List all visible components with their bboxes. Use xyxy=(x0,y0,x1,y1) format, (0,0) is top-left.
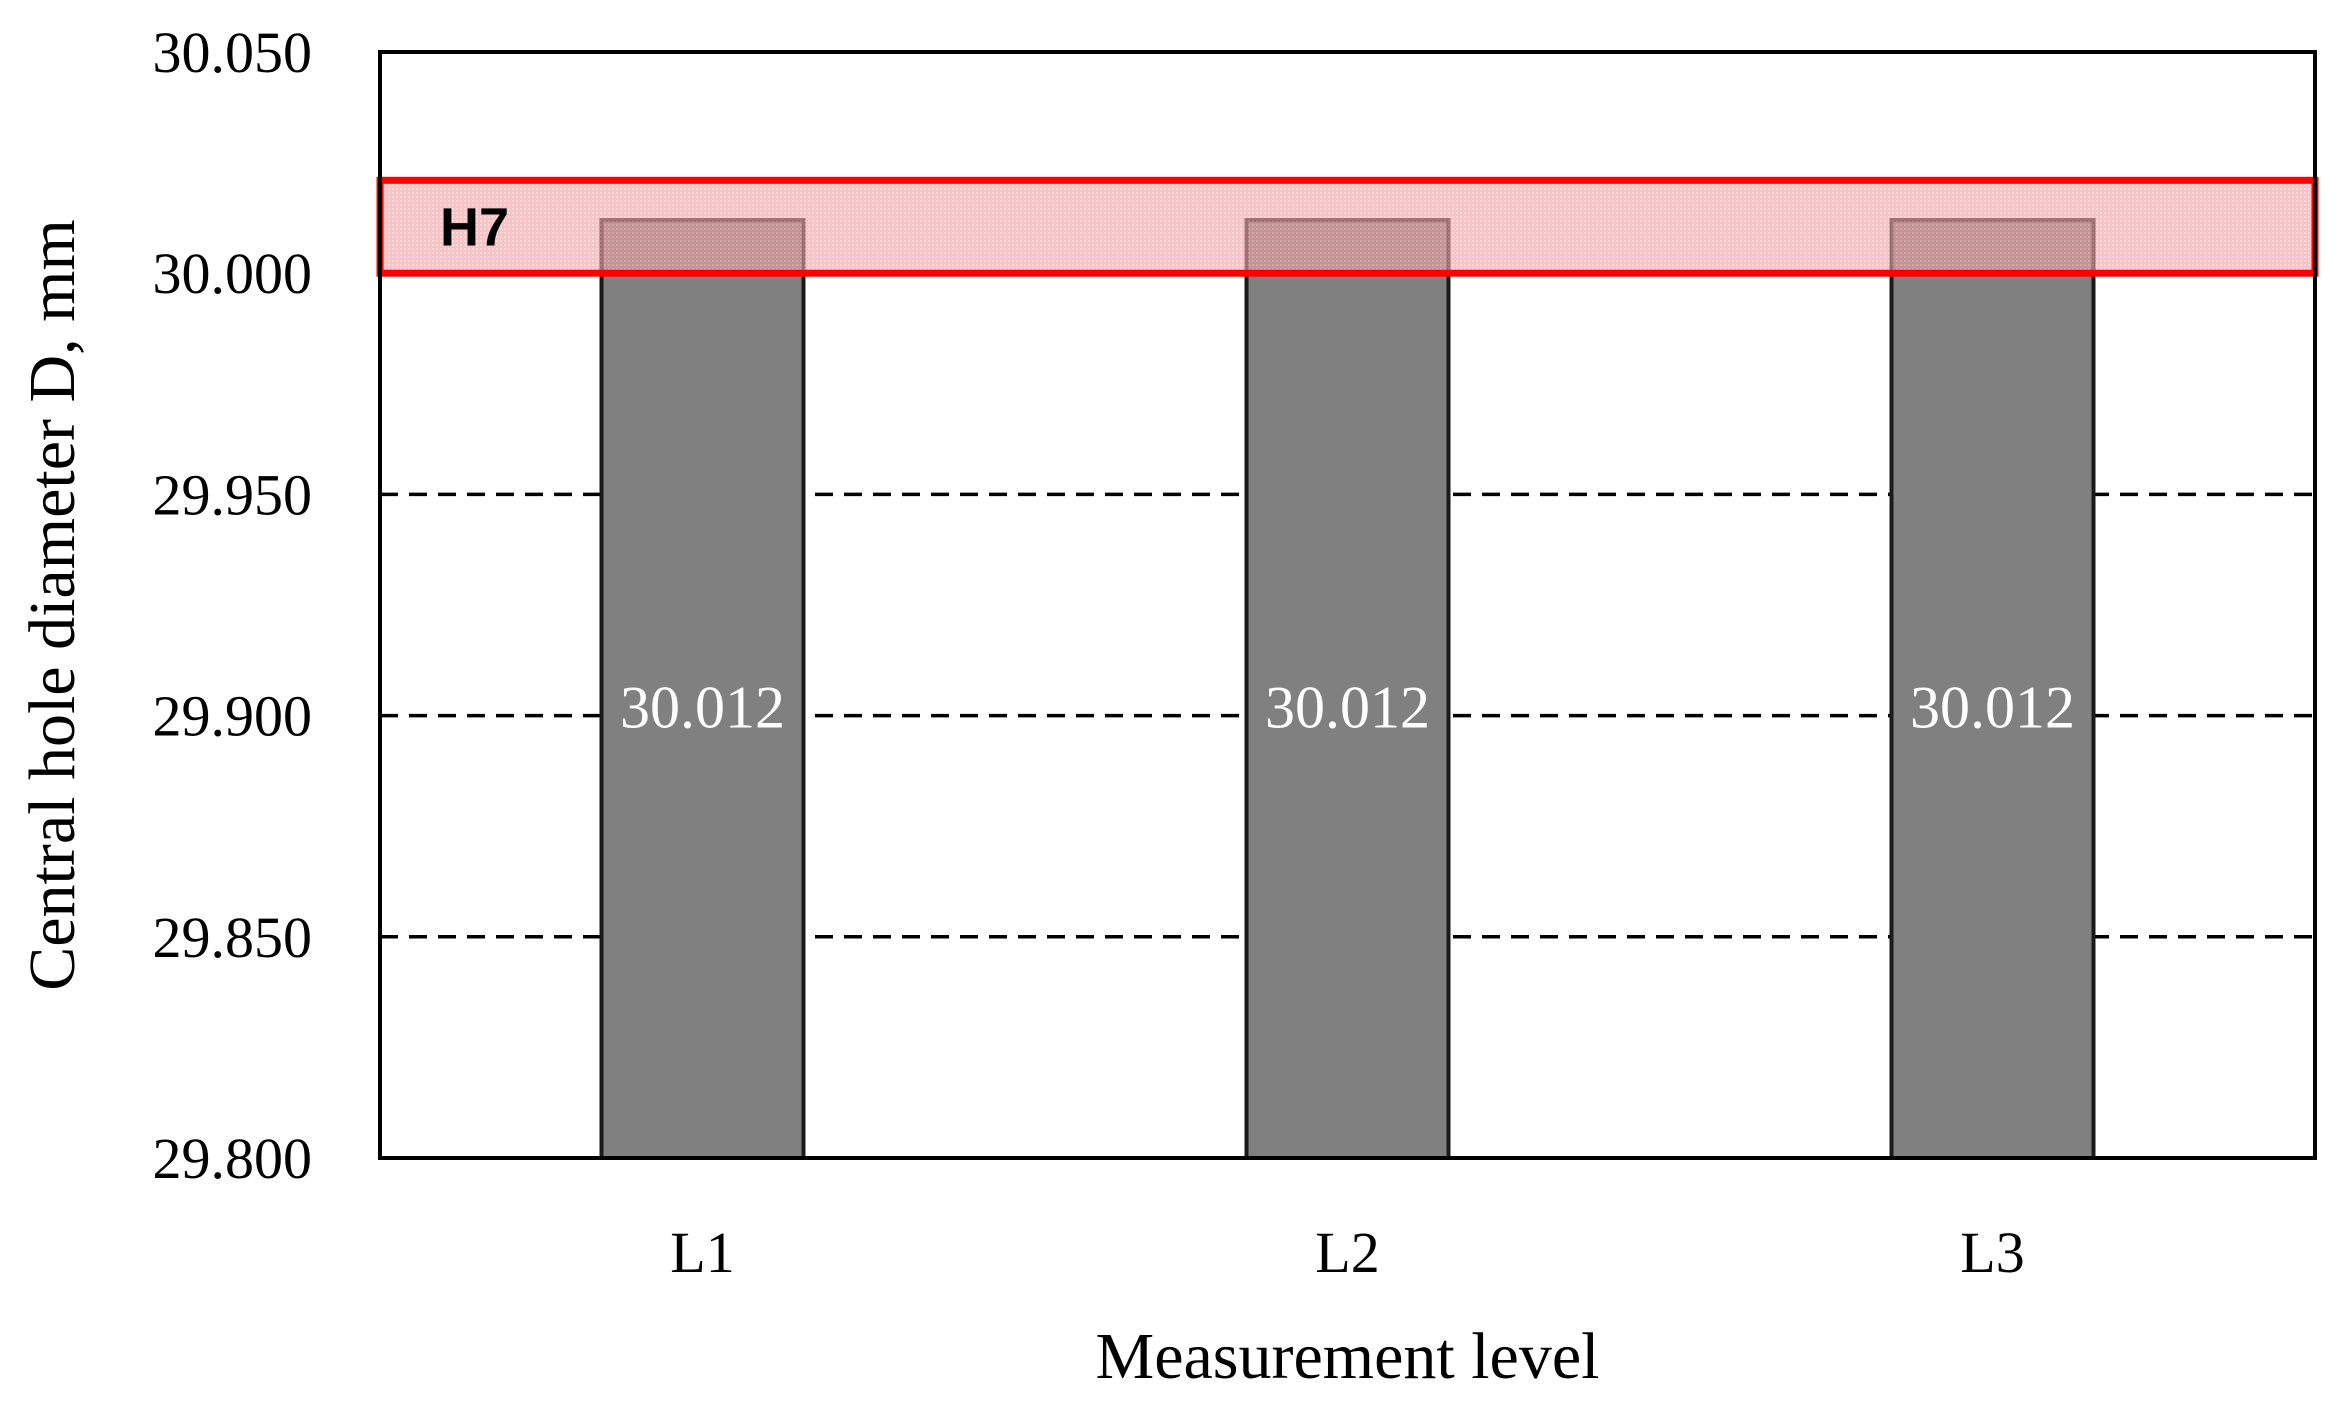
y-tick-label: 30.000 xyxy=(153,241,313,306)
x-tick-label: L1 xyxy=(670,1220,734,1285)
y-tick-label: 29.850 xyxy=(153,905,313,970)
tolerance-band-label: H7 xyxy=(440,198,509,258)
tolerance-band xyxy=(376,176,2319,277)
x-tick-labels: L1 L2 L3 xyxy=(670,1220,2024,1285)
y-tick-label: 29.800 xyxy=(153,1126,313,1191)
bar-l1 xyxy=(599,218,806,1160)
tolerance-band-area xyxy=(376,176,2319,277)
data-labels: 30.012 30.012 30.012 xyxy=(620,675,2075,741)
y-tick-label: 29.950 xyxy=(153,462,313,527)
x-tick-label: L2 xyxy=(1315,1220,1379,1285)
data-label: 30.012 xyxy=(620,675,785,741)
y-tick-labels: 29.800 29.850 29.900 29.950 30.000 30.050 xyxy=(153,20,313,1191)
x-tick-label: L3 xyxy=(1960,1220,2024,1285)
y-tick-label: 30.050 xyxy=(153,20,313,85)
plot-frame xyxy=(378,50,2317,1160)
x-axis-title: Measurement level xyxy=(1096,1320,1600,1393)
data-label: 30.012 xyxy=(1910,675,2075,741)
y-axis-title: Central hole diameter D, mm xyxy=(16,219,89,991)
data-label: 30.012 xyxy=(1265,675,1430,741)
bar-l3 xyxy=(1889,218,2096,1160)
y-tick-label: 29.900 xyxy=(153,684,313,749)
